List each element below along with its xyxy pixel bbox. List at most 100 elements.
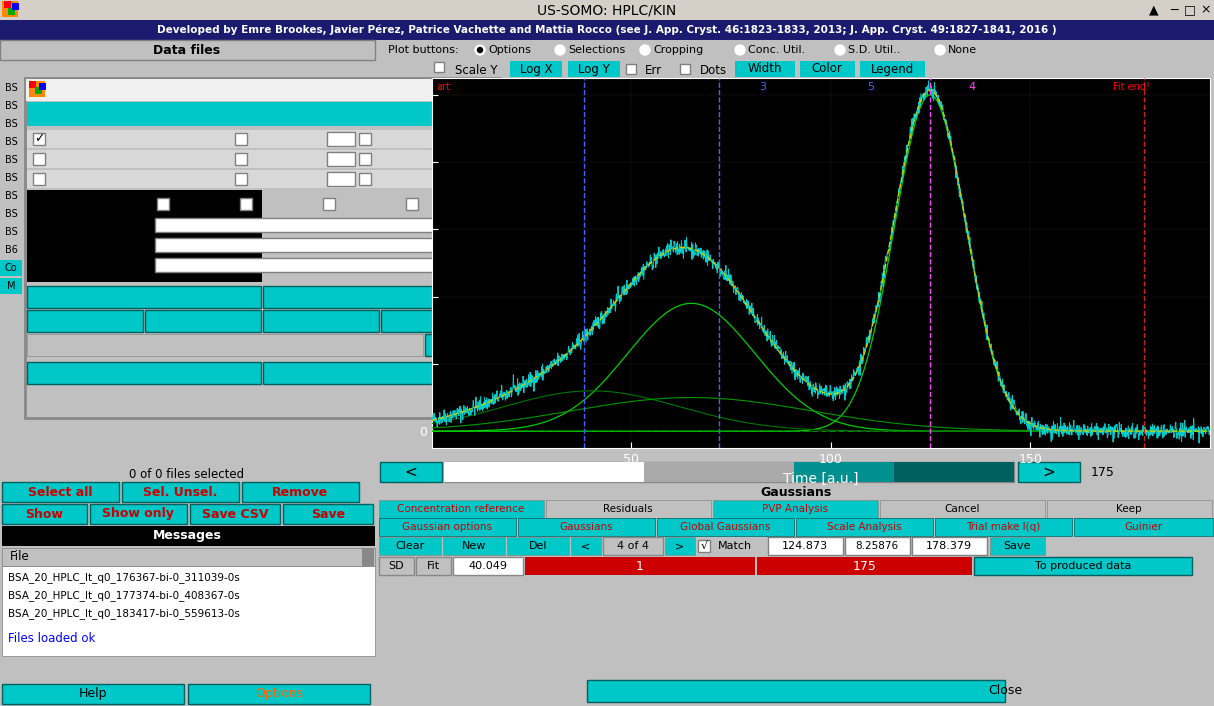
Text: Options: Options <box>255 688 304 700</box>
Bar <box>0 40 1214 60</box>
Text: Remove: Remove <box>272 486 328 498</box>
Text: Developed by Emre Brookes, Javier Pérez, Patrice Vachette and Mattia Rocco (see : Developed by Emre Brookes, Javier Pérez,… <box>157 25 1057 35</box>
Bar <box>800 61 855 77</box>
Bar <box>443 537 505 555</box>
Bar <box>27 102 498 126</box>
Text: Fix Gaussians:: Fix Gaussians: <box>44 198 144 210</box>
Bar <box>359 153 371 165</box>
Text: 175: 175 <box>853 559 877 573</box>
Bar <box>283 504 373 524</box>
Text: BS: BS <box>5 101 17 111</box>
Bar <box>29 81 45 97</box>
Bar <box>378 460 1214 484</box>
Bar <box>378 484 1214 500</box>
Text: Gaussians: Gaussians <box>760 486 832 498</box>
Text: Conc. Util.: Conc. Util. <box>748 45 805 55</box>
Bar <box>405 198 418 210</box>
Text: Scale Y: Scale Y <box>455 64 498 76</box>
Text: Del: Del <box>529 541 548 551</box>
Text: 175: 175 <box>1091 465 1114 479</box>
Text: ▲: ▲ <box>438 84 447 94</box>
Bar <box>144 310 261 332</box>
Bar <box>381 310 497 332</box>
Text: ×: × <box>1201 4 1212 16</box>
Bar <box>0 260 22 276</box>
Bar <box>379 500 544 518</box>
Text: Clear: Clear <box>396 541 425 551</box>
Text: Log Y: Log Y <box>578 63 609 76</box>
Bar <box>380 462 442 482</box>
Text: Stop: Stop <box>443 338 480 352</box>
Text: % variation: % variation <box>253 152 324 165</box>
Bar <box>323 198 335 210</box>
Bar <box>236 173 246 185</box>
Text: 5: 5 <box>337 172 345 186</box>
Text: 4: 4 <box>424 198 432 210</box>
Text: Width: Width <box>748 63 782 76</box>
Bar <box>33 133 45 145</box>
Text: BS: BS <box>5 119 17 129</box>
Text: Save: Save <box>1003 541 1031 551</box>
Bar <box>27 362 261 384</box>
Bar <box>894 462 1014 482</box>
Text: Sel. Unsel.: Sel. Unsel. <box>143 486 217 498</box>
Text: Fix Gaussian amplitudes: Fix Gaussian amplitudes <box>51 172 204 186</box>
Bar <box>236 153 246 165</box>
Text: BS: BS <box>5 209 17 219</box>
Bar <box>2 526 375 546</box>
Text: 4: 4 <box>969 82 976 92</box>
Text: Fit: Fit <box>426 561 439 571</box>
Bar <box>4 1 11 8</box>
Bar <box>416 557 450 575</box>
Bar <box>2 548 375 566</box>
Text: % variation: % variation <box>253 172 324 186</box>
Text: 5: 5 <box>337 152 345 165</box>
Text: % variation: % variation <box>253 133 324 145</box>
Text: Help: Help <box>130 366 158 380</box>
Bar <box>568 61 620 77</box>
Text: 1: 1 <box>175 198 183 210</box>
Circle shape <box>641 46 649 54</box>
Bar <box>0 278 22 294</box>
Bar <box>1046 500 1212 518</box>
Bar <box>453 557 523 575</box>
Text: BS: BS <box>5 83 17 93</box>
Bar <box>155 258 495 272</box>
Bar <box>27 170 498 188</box>
Text: PVP Analysis: PVP Analysis <box>762 504 828 514</box>
Circle shape <box>640 45 649 55</box>
Circle shape <box>935 45 944 55</box>
Text: From initial value: From initial value <box>378 152 484 165</box>
Text: >: > <box>1043 465 1055 479</box>
Bar <box>510 61 562 77</box>
Circle shape <box>555 45 565 55</box>
Text: Save: Save <box>311 508 345 520</box>
Bar <box>698 540 710 552</box>
Text: Gaussian options: Gaussian options <box>402 522 492 532</box>
Text: From initial value: From initial value <box>378 172 484 186</box>
Bar <box>588 680 1005 702</box>
Circle shape <box>936 46 944 54</box>
Text: Close: Close <box>363 366 397 380</box>
Text: Select all: Select all <box>28 486 92 498</box>
Bar <box>657 518 794 536</box>
Bar <box>27 310 143 332</box>
Bar <box>27 150 498 168</box>
Bar <box>860 61 925 77</box>
Text: Match: Match <box>717 541 753 551</box>
Text: Co: Co <box>5 263 17 273</box>
Text: Legend: Legend <box>870 63 914 76</box>
Text: Fit end!: Fit end! <box>1113 82 1150 92</box>
Text: M: M <box>7 281 16 291</box>
Bar <box>263 310 379 332</box>
Text: GS SD: GS SD <box>183 314 222 328</box>
X-axis label: Time [a.u.]: Time [a.u.] <box>783 472 858 486</box>
Text: BSA_20_HPLC_It_q0_183417-bi-0_559613-0s: BSA_20_HPLC_It_q0_183417-bi-0_559613-0s <box>8 609 240 619</box>
Circle shape <box>556 46 565 54</box>
Bar <box>8 8 15 15</box>
Bar <box>912 537 987 555</box>
Text: From initial value: From initial value <box>378 133 484 145</box>
Text: GS IH: GS IH <box>304 314 339 328</box>
Text: 3: 3 <box>341 198 348 210</box>
Bar <box>2 684 185 704</box>
